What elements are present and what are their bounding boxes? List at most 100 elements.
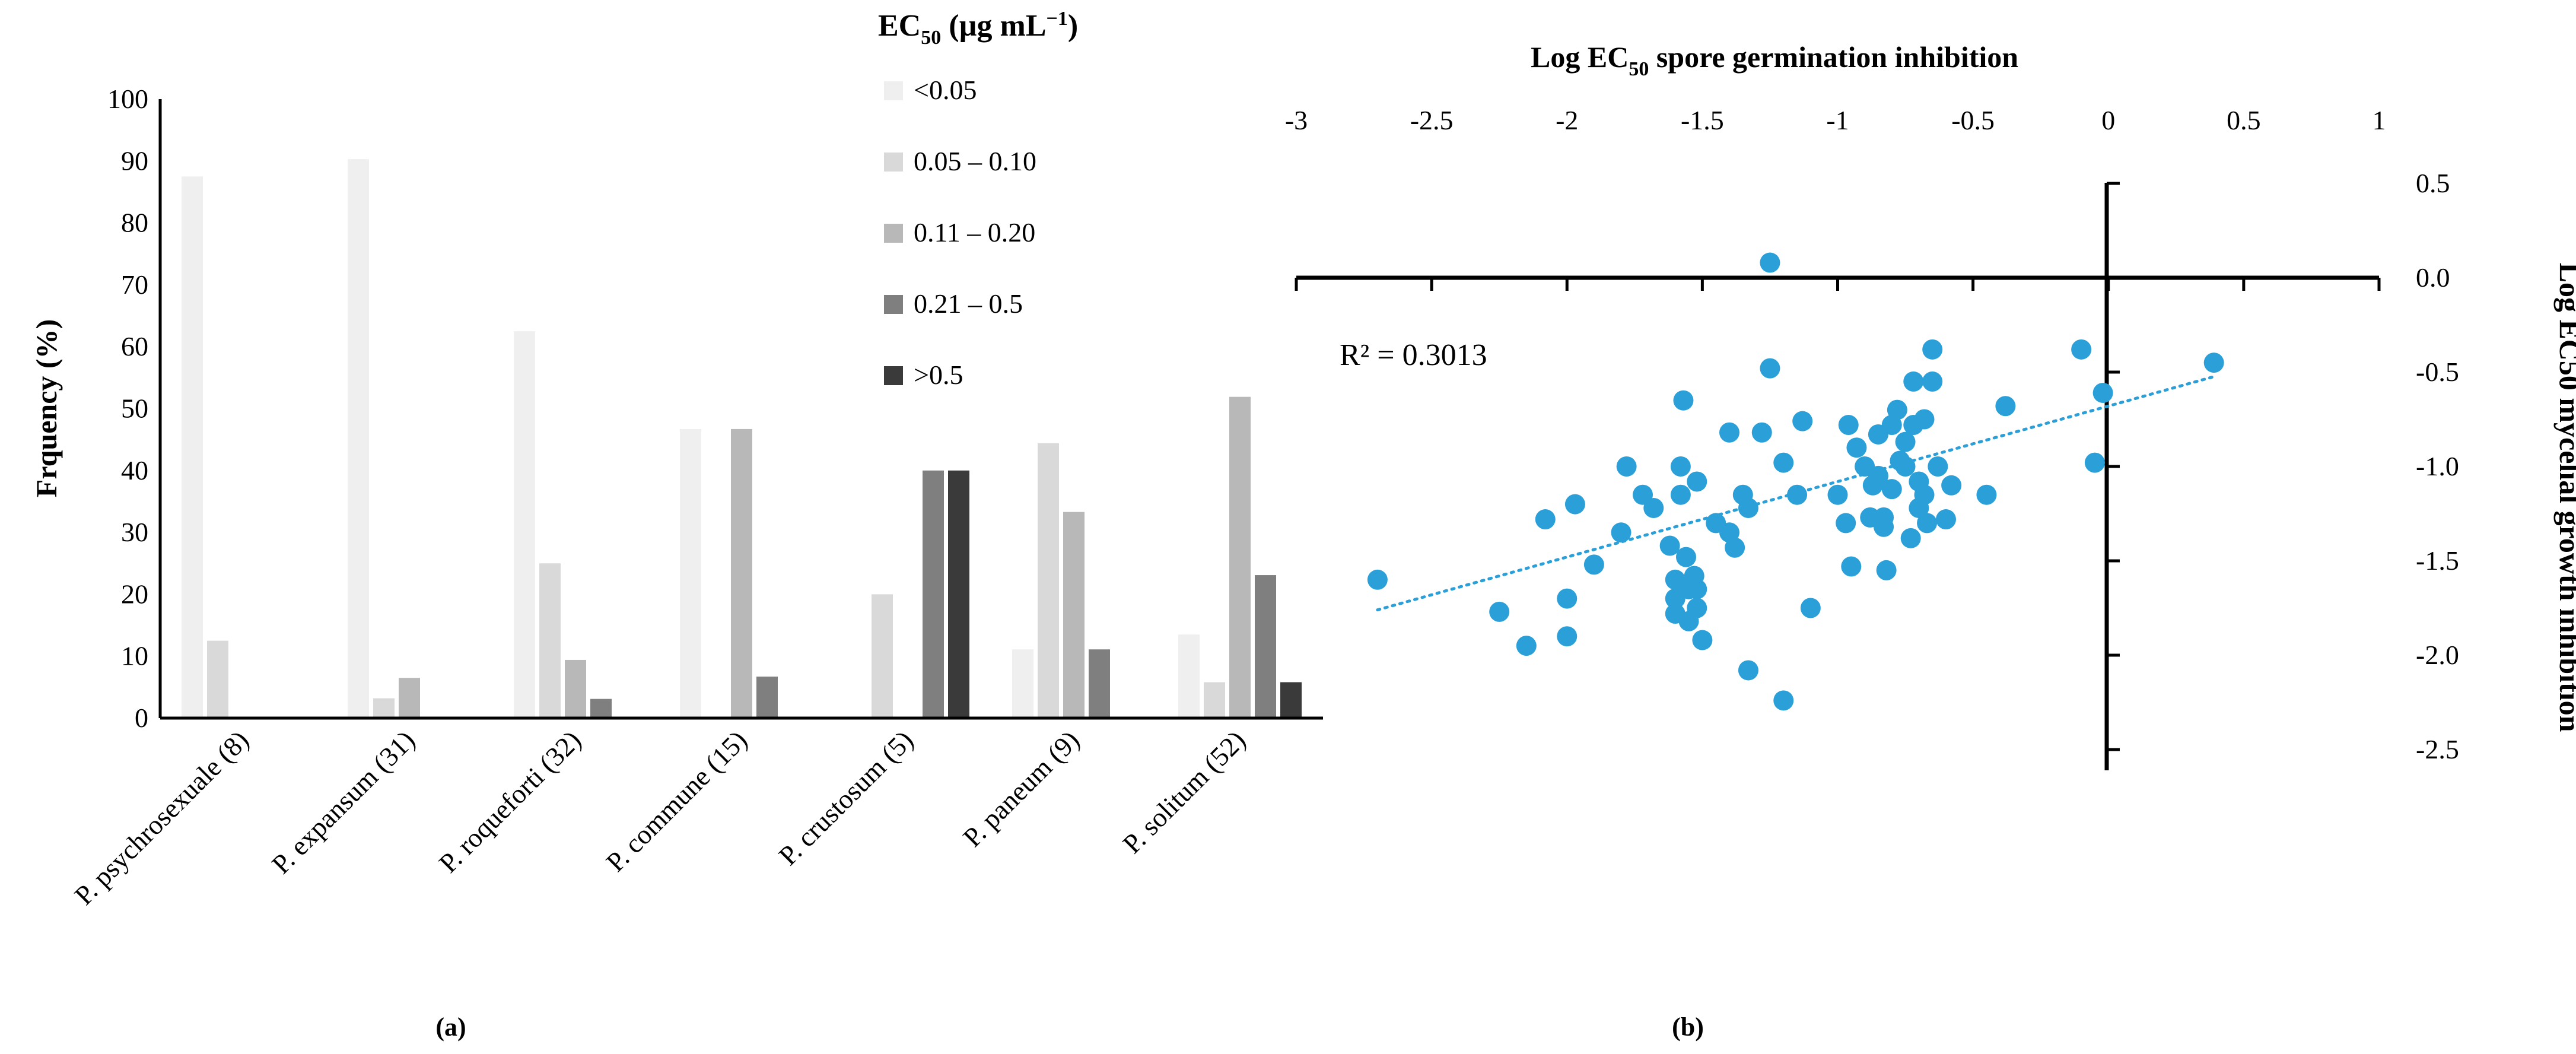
bar-y-tick-label: 80 [121, 208, 148, 238]
scatter-point [1643, 497, 1664, 518]
scatter-point [1616, 456, 1637, 477]
legend-label: 0.11 – 0.20 [914, 217, 1035, 247]
bar-y-tick-label: 100 [107, 84, 148, 114]
legend-items: <0.05 0.05 – 0.10 0.11 – 0.20 0.21 – 0.5 >0.… [884, 75, 1036, 390]
scatter-point [1516, 636, 1537, 656]
scatter-x-axis-title: Log EC50 spore germination inhibition [1531, 40, 2018, 80]
scatter-chart-panel: -3 -2.5 -2 -1.5 -1 -0.5 0 0.5 1 0.5 0.0 -0.5 -1.0 -1… [1285, 40, 2576, 1042]
scatter-point [1800, 598, 1821, 618]
scatter-point [1922, 339, 1943, 360]
scatter-point [1895, 456, 1916, 477]
scatter-x-tick-label: 0 [2101, 105, 2115, 135]
bar [948, 470, 969, 718]
scatter-point [1687, 471, 1707, 492]
scatter-y-tick-label: -2.5 [2416, 734, 2459, 764]
scatter-point [1787, 484, 1808, 505]
scatter-point [1557, 588, 1578, 609]
bar [1255, 575, 1276, 718]
scatter-point [1738, 660, 1758, 681]
scatter-point [1687, 579, 1707, 599]
scatter-point [1827, 484, 1848, 505]
bar [590, 699, 612, 718]
bar [1280, 682, 1302, 718]
bar-category-label: P. commune (15) [600, 725, 753, 877]
r-squared-annotation: R² = 0.3013 [1340, 338, 1487, 372]
bar [207, 640, 228, 718]
scatter-y-tick-label: -2.0 [2416, 640, 2459, 670]
scatter-point [1489, 601, 1510, 622]
scatter-point [1670, 456, 1691, 477]
scatter-points [1367, 252, 2224, 711]
scatter-panel-label: (b) [1672, 1012, 1704, 1042]
scatter-point [1773, 690, 1794, 711]
scatter-x-tick-label: -1.5 [1681, 105, 1724, 135]
bar-chart-panel: 0 10 20 30 40 50 60 70 80 90 100 P. psychrosexuale… [30, 8, 1323, 1042]
bar [1089, 649, 1110, 718]
bar [1012, 649, 1033, 718]
scatter-x-tick-label: -2.5 [1410, 105, 1454, 135]
bar [348, 159, 369, 718]
legend-swatch [884, 81, 903, 100]
bar-category-label: P. solitum (52) [1117, 725, 1251, 859]
bar-legend: EC50 (µg mL−1) <0.05 0.05 – 0.10 0.11 – 0.… [878, 8, 1078, 390]
scatter-point [1687, 598, 1707, 618]
bar [373, 698, 395, 718]
bar-y-tick-label: 30 [121, 517, 148, 547]
scatter-point [1881, 479, 1902, 500]
bar-y-tick-label: 50 [121, 393, 148, 424]
scatter-y-tick-label: 0.5 [2416, 168, 2450, 198]
scatter-point [1941, 475, 1962, 496]
bar-y-tick-label: 20 [121, 579, 148, 609]
legend-swatch [884, 224, 903, 243]
scatter-point [1976, 484, 1997, 505]
scatter-point [1583, 554, 1604, 575]
scatter-point [1535, 509, 1556, 530]
bar [1063, 512, 1085, 718]
scatter-point [1836, 513, 1856, 534]
bar [1178, 634, 1200, 718]
scatter-tick-marks [1295, 182, 2381, 751]
bar [1229, 396, 1251, 718]
scatter-point [1557, 626, 1578, 647]
scatter-point [1738, 497, 1758, 518]
bar [756, 677, 778, 718]
scatter-x-tick-labels: -3 -2.5 -2 -1.5 -1 -0.5 0 0.5 1 [1285, 105, 2386, 135]
bar-y-axis-title: Frquency (%) [30, 319, 63, 497]
scatter-point [1887, 399, 1907, 420]
scatter-x-tick-label: 1 [2373, 105, 2386, 135]
bar-chart-bars [182, 159, 1302, 718]
scatter-point [1725, 537, 1745, 558]
scatter-point [1903, 371, 1924, 392]
scatter-point [1874, 507, 1894, 528]
scatter-y-tick-label: 0.0 [2416, 262, 2450, 293]
bar-y-tick-label: 0 [135, 703, 148, 733]
bar-category-label: P. crustosum (5) [772, 725, 919, 871]
bar-y-tick-label: 70 [121, 269, 148, 300]
scatter-point [1676, 547, 1696, 567]
scatter-x-tick-label: -3 [1285, 105, 1308, 135]
bar [182, 176, 203, 718]
legend-swatch [884, 153, 903, 172]
bar-y-tick-label: 40 [121, 455, 148, 485]
scatter-point [2084, 452, 2105, 473]
scatter-point [1760, 358, 1780, 379]
bar-y-tick-label: 10 [121, 641, 148, 671]
scatter-point [1670, 484, 1691, 505]
scatter-point [1564, 494, 1585, 515]
scatter-y-tick-labels: 0.5 0.0 -0.5 -1.0 -1.5 -2.0 -2.5 [2416, 168, 2459, 764]
bar [680, 428, 701, 718]
scatter-point [1838, 415, 1859, 436]
bar-category-label: P. expansum (31) [266, 725, 421, 880]
scatter-point [1659, 535, 1680, 556]
scatter-point [1995, 396, 2016, 417]
scatter-point [1900, 528, 1921, 548]
scatter-point [1895, 431, 1916, 452]
scatter-point [2092, 382, 2113, 403]
legend-label: <0.05 [914, 75, 977, 105]
scatter-point [1917, 513, 1938, 534]
scatter-x-tick-label: 0.5 [2227, 105, 2261, 135]
bar-category-labels: P. psychrosexuale (8) P. expansum (31) P. … [69, 725, 1251, 910]
legend-swatch [884, 295, 903, 314]
bar [565, 659, 586, 718]
scatter-y-tick-label: -1.5 [2416, 545, 2459, 576]
